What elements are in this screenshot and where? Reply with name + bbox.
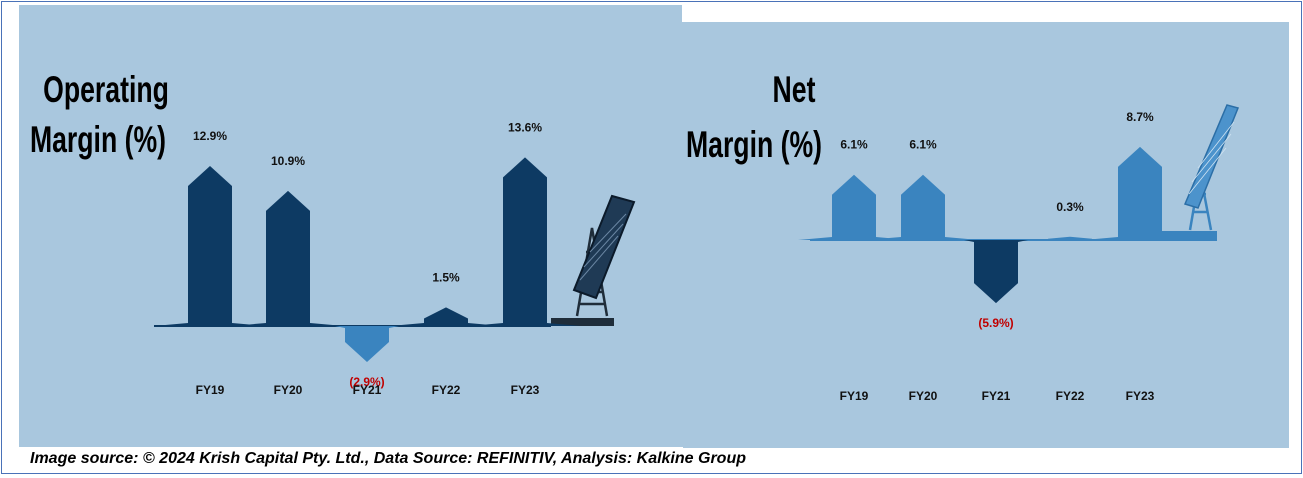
operating-margin-panel-bg xyxy=(19,5,683,447)
operating-margin-value-label-fy22: 1.5% xyxy=(432,270,460,284)
net-margin-category-label-fy19: FY19 xyxy=(840,389,869,403)
operating-margin-category-label-fy20: FY20 xyxy=(274,383,303,397)
solar-panel-icon xyxy=(551,194,636,326)
net-margin-category-label-fy23: FY23 xyxy=(1126,389,1155,403)
operating-margin-value-label-fy19: 12.9% xyxy=(193,129,227,143)
operating-margin-title-line1: Operating xyxy=(43,69,169,110)
net-margin-value-label-fy20: 6.1% xyxy=(909,138,937,152)
net-margin-value-label-fy21: (5.9%) xyxy=(978,316,1013,330)
operating-margin-bar-fy19 xyxy=(154,166,266,326)
operating-margin-value-label-fy21: (2.9%) xyxy=(349,375,384,389)
operating-margin-bar-fy20 xyxy=(232,190,344,326)
net-margin-category-label-fy21: FY21 xyxy=(982,389,1011,403)
net-margin-value-label-fy23: 8.7% xyxy=(1126,110,1154,124)
net-margin-bar-fy20 xyxy=(867,174,979,240)
net-margin-panel-bg xyxy=(683,22,1289,448)
net-margin-bar-fy19 xyxy=(798,174,910,240)
operating-margin-category-label-fy19: FY19 xyxy=(196,383,225,397)
net-margin-bar-fy23 xyxy=(1084,146,1196,240)
image-source-caption: Image source: © 2024 Krish Capital Pty. … xyxy=(30,450,746,467)
operating-margin-value-label-fy23: 13.6% xyxy=(508,120,542,134)
operating-margin-chart: Operating Margin (%) 12.9% FY19 10.9% FY20 (… xyxy=(30,69,636,397)
net-margin-chart: Net Margin (%) 6.1% FY19 6.1% FY20 (5.9%) FY2… xyxy=(686,69,1240,403)
operating-margin-bar-fy23 xyxy=(469,157,581,326)
net-margin-title-line1: Net xyxy=(773,69,816,110)
net-margin-category-label-fy22: FY22 xyxy=(1056,389,1085,403)
operating-margin-bar-fy22 xyxy=(390,307,502,326)
operating-margin-category-label-fy23: FY23 xyxy=(511,383,540,397)
net-margin-value-label-fy22: 0.3% xyxy=(1056,200,1084,214)
net-margin-bar-fy22 xyxy=(1014,236,1126,240)
net-margin-value-label-fy19: 6.1% xyxy=(840,138,868,152)
operating-margin-category-label-fy21: FY21 xyxy=(353,383,382,397)
net-margin-title-line2: Margin (%) xyxy=(686,124,822,165)
operating-margin-title-line2: Margin (%) xyxy=(30,119,166,160)
operating-margin-bar-fy21 xyxy=(335,326,399,362)
net-margin-category-label-fy20: FY20 xyxy=(909,389,938,403)
operating-margin-category-label-fy22: FY22 xyxy=(432,383,461,397)
operating-margin-value-label-fy20: 10.9% xyxy=(271,154,305,168)
net-margin-bar-fy21 xyxy=(964,240,1028,304)
